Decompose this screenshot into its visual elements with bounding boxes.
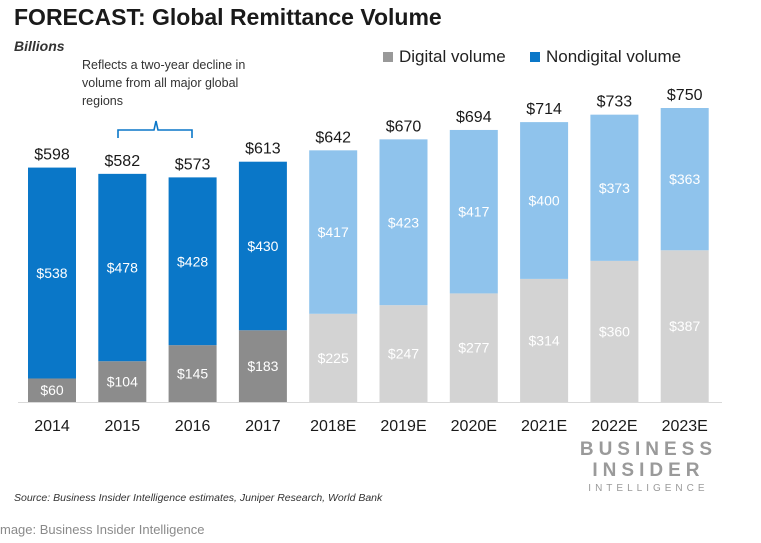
- bar-nondigital: [449, 129, 498, 294]
- data-label-digital: $277: [458, 340, 489, 356]
- data-label-total: $582: [105, 153, 141, 170]
- x-tick-label: 2016: [175, 418, 211, 435]
- x-tick-label: 2014: [34, 418, 70, 435]
- data-label-digital: $225: [318, 350, 349, 366]
- brand-line-1: BUSINESS: [579, 439, 717, 460]
- x-tick-label: 2018E: [310, 418, 356, 435]
- bar-nondigital: [28, 167, 76, 379]
- legend-label-digital: Digital volume: [399, 47, 506, 66]
- chart-title: FORECAST: Global Remittance Volume: [14, 4, 442, 30]
- bar-digital: [590, 260, 639, 402]
- legend-swatch-digital: [383, 52, 393, 62]
- data-label-nondigital: $417: [458, 204, 489, 220]
- x-tick-label: 2015: [105, 418, 141, 435]
- chart-annotation: Reflects a two-year decline in volume fr…: [82, 58, 246, 108]
- data-label-nondigital: $373: [599, 180, 630, 196]
- data-label-total: $694: [456, 109, 492, 126]
- chart-subtitle: Billions: [14, 38, 65, 54]
- bar-nondigital: [238, 161, 287, 331]
- brand-line-2: INSIDER: [592, 460, 705, 481]
- data-label-nondigital: $478: [107, 260, 138, 276]
- legend-label-nondigital: Nondigital volume: [546, 47, 682, 66]
- data-label-digital: $104: [107, 374, 138, 390]
- bar-nondigital: [590, 114, 639, 261]
- data-label-total: $642: [315, 129, 351, 146]
- bar-nondigital: [168, 177, 217, 346]
- legend-swatch-nondigital: [530, 52, 540, 62]
- data-label-total: $573: [175, 156, 211, 173]
- data-label-nondigital: $417: [318, 224, 349, 240]
- legend-item-nondigital: Nondigital volume: [530, 47, 681, 67]
- bar-nondigital: [98, 173, 147, 362]
- bar-digital: [168, 345, 217, 402]
- data-label-digital: $314: [529, 332, 560, 348]
- data-label-nondigital: $430: [247, 238, 278, 254]
- bar-nondigital: [309, 150, 358, 314]
- bar-digital: [238, 330, 287, 402]
- data-label-nondigital: $538: [36, 265, 67, 281]
- x-tick-label: 2021E: [521, 418, 567, 435]
- legend-item-digital: Digital volume: [383, 47, 506, 67]
- data-label-total: $750: [667, 87, 703, 104]
- data-label-nondigital: $400: [529, 193, 560, 209]
- bar-digital: [309, 313, 358, 402]
- x-tick-label: 2023E: [662, 418, 708, 435]
- data-label-digital: $247: [388, 346, 419, 362]
- bar-digital: [28, 378, 76, 402]
- data-label-nondigital: $363: [669, 171, 700, 187]
- x-tick-label: 2020E: [451, 418, 497, 435]
- data-label-digital: $60: [40, 382, 64, 398]
- data-label-digital: $387: [669, 318, 700, 334]
- x-tick-label: 2022E: [591, 418, 637, 435]
- data-label-nondigital: $428: [177, 253, 208, 269]
- data-label-digital: $145: [177, 366, 208, 382]
- bar-digital: [520, 278, 569, 402]
- x-tick-label: 2019E: [380, 418, 426, 435]
- annotation-bracket: [117, 120, 193, 138]
- bar-digital: [449, 293, 498, 402]
- data-label-total: $733: [597, 94, 633, 111]
- data-label-total: $714: [526, 101, 562, 118]
- data-label-total: $613: [245, 141, 281, 158]
- bar-nondigital: [379, 139, 428, 306]
- bar-digital: [98, 361, 147, 402]
- x-tick-label: 2017: [245, 418, 281, 435]
- data-label-total: $598: [34, 147, 70, 164]
- data-label-nondigital: $423: [388, 214, 419, 230]
- bar-nondigital: [520, 122, 569, 279]
- image-credit: mage: Business Insider Intelligence: [0, 522, 205, 537]
- data-label-digital: $183: [247, 358, 278, 374]
- data-label-total: $670: [386, 118, 422, 135]
- bar-digital: [379, 305, 428, 402]
- data-label-digital: $360: [599, 323, 630, 339]
- bar-digital: [660, 250, 709, 402]
- brand-logo: BUSINESS INSIDER INTELLIGENCE: [580, 440, 717, 496]
- bar-nondigital: [660, 108, 709, 251]
- source-note: Source: Business Insider Intelligence es…: [14, 492, 383, 504]
- brand-line-3: INTELLIGENCE: [588, 483, 709, 494]
